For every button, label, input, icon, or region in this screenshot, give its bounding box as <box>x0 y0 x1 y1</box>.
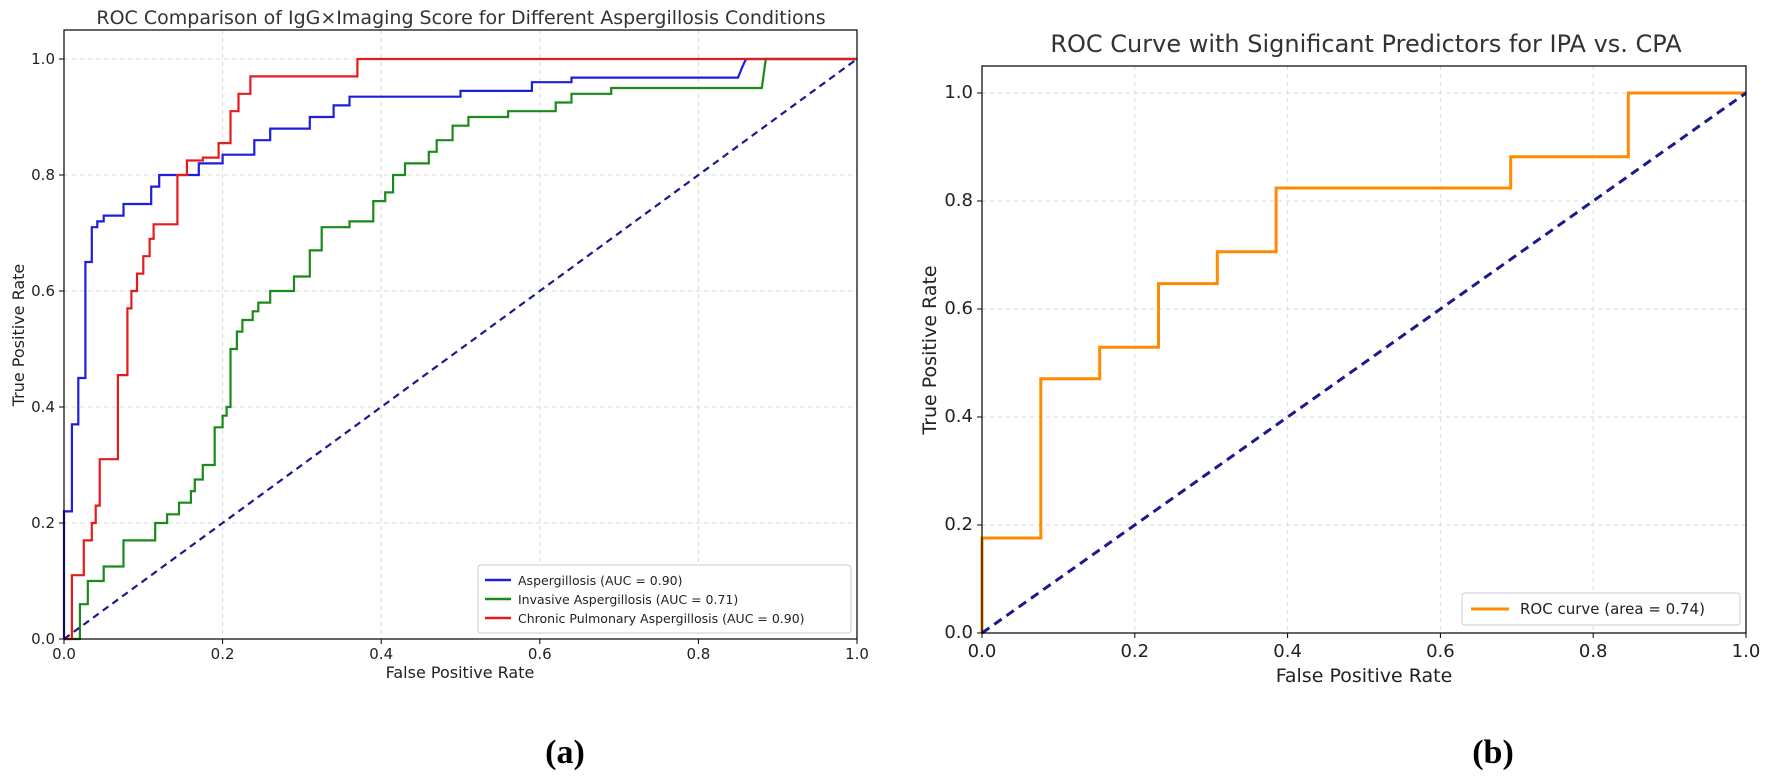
series-line-roc-curve <box>980 91 1746 633</box>
y-tick-label: 1.0 <box>944 82 973 103</box>
y-tick-label: 0.8 <box>944 190 973 211</box>
legend-label-aspergillosis: Aspergillosis (AUC = 0.90) <box>518 573 683 588</box>
y-tick-label: 1.0 <box>31 50 55 68</box>
y-axis-label-b: True Positive Rate <box>919 265 941 435</box>
x-tick-label: 0.8 <box>1579 641 1608 662</box>
series-line-aspergillosis <box>62 57 857 639</box>
y-tick-label: 0.0 <box>31 630 55 648</box>
y-ticks-a: 0.0 0.2 0.4 0.6 0.8 1.0 <box>31 50 64 648</box>
y-tick-label: 0.6 <box>31 282 55 300</box>
y-tick-label: 0.2 <box>944 514 973 535</box>
x-tick-label: 0.2 <box>1120 641 1149 662</box>
grid-b <box>981 66 1747 634</box>
series-group-b <box>980 91 1747 635</box>
chart-title-b: ROC Curve with Significant Predictors fo… <box>1050 30 1682 58</box>
y-tick-label: 0.4 <box>944 406 973 427</box>
legend-box-b <box>1461 592 1741 626</box>
legend-b: ROC curve (area = 0.74) <box>1461 592 1741 626</box>
x-tick-label: 0.0 <box>968 641 997 662</box>
y-tick-label: 0.6 <box>944 298 973 319</box>
grid-a <box>63 30 858 640</box>
x-tick-label: 0.2 <box>211 645 235 663</box>
chance-diagonal-line <box>63 58 858 640</box>
legend-label-roc-curve: ROC curve (area = 0.74) <box>1520 600 1705 618</box>
panel-label-a: (a) <box>545 734 585 771</box>
y-tick-label: 0.4 <box>31 398 55 416</box>
x-tick-label: 0.0 <box>52 645 76 663</box>
panel-label-b: (b) <box>1472 734 1514 771</box>
x-ticks-a: 0.0 0.2 0.4 0.6 0.8 1.0 <box>52 639 869 663</box>
chart-panel-b: ROC Curve with Significant Predictors fo… <box>919 30 1760 771</box>
y-tick-label: 0.2 <box>31 514 55 532</box>
series-line-invasive-aspergillosis <box>64 57 857 641</box>
chart-panel-a: ROC Comparison of IgG×Imaging Score for … <box>9 7 869 771</box>
legend-a: Aspergillosis (AUC = 0.90) Invasive Aspe… <box>477 564 852 634</box>
legend-label-invasive: Invasive Aspergillosis (AUC = 0.71) <box>518 592 738 607</box>
y-tick-label: 0.0 <box>944 622 973 643</box>
x-tick-label: 0.4 <box>369 645 393 663</box>
legend-box-a <box>477 564 852 634</box>
x-ticks-b: 0.0 0.2 0.4 0.6 0.8 1.0 <box>968 633 1761 662</box>
x-tick-label: 0.6 <box>528 645 552 663</box>
x-tick-label: 0.8 <box>686 645 710 663</box>
x-tick-label: 0.4 <box>1273 641 1302 662</box>
x-tick-label: 0.6 <box>1426 641 1455 662</box>
chance-diagonal-line <box>981 91 1747 635</box>
y-tick-label: 0.8 <box>31 166 55 184</box>
y-axis-label-a: True Positive Rate <box>9 264 28 408</box>
y-ticks-b: 0.0 0.2 0.4 0.6 0.8 1.0 <box>944 82 982 643</box>
series-line-chronic-pulmonary-aspergillosis <box>64 57 857 641</box>
x-tick-label: 1.0 <box>845 645 869 663</box>
series-group-a <box>62 57 858 641</box>
legend-label-chronic: Chronic Pulmonary Aspergillosis (AUC = 0… <box>518 611 805 626</box>
chart-title-a: ROC Comparison of IgG×Imaging Score for … <box>96 7 825 29</box>
plot-frame-b <box>981 65 1747 634</box>
x-axis-label-a: False Positive Rate <box>386 663 535 682</box>
x-tick-label: 1.0 <box>1732 641 1761 662</box>
plot-frame-a <box>63 29 858 640</box>
x-axis-label-b: False Positive Rate <box>1276 665 1453 687</box>
